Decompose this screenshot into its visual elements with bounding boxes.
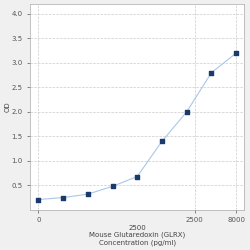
Point [36, 198, 40, 202]
Y-axis label: OD: OD [4, 102, 10, 112]
X-axis label: 2500
Mouse Glutaredoxin (GLRX)
Concentration (pg/ml): 2500 Mouse Glutaredoxin (GLRX) Concentra… [89, 225, 185, 246]
Point [61, 196, 65, 200]
Point [110, 184, 114, 188]
Point [210, 71, 214, 75]
Point [234, 51, 238, 55]
Point [86, 192, 90, 196]
Point [160, 139, 164, 143]
Point [135, 174, 139, 178]
Point [185, 110, 189, 114]
